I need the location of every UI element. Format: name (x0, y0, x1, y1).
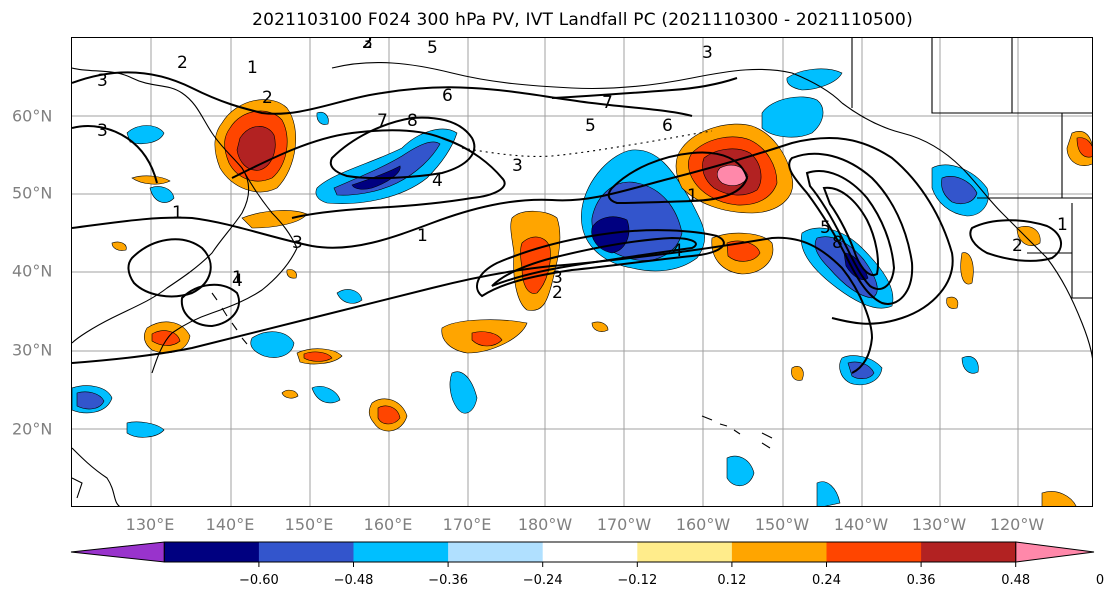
colorbar-cell (164, 542, 260, 562)
colorbar-cell (353, 542, 449, 562)
colorbar-cell (258, 542, 354, 562)
contour-label: 5 (820, 218, 831, 238)
lat-label-30n: 30°N (12, 340, 53, 360)
lon-label-150e: 150°E (284, 515, 334, 534)
colorbar-tick-label: 0.24 (812, 573, 841, 588)
contour-label: 6 (442, 86, 453, 106)
lon-label-120w: 120°W (989, 515, 1045, 534)
contour-label: 1 (247, 58, 258, 78)
contour-label: 4 (672, 241, 683, 261)
colorbar-tick-label: 0.36 (906, 573, 936, 588)
contour-label: 8 (407, 111, 418, 131)
contour-label: 1 (417, 226, 428, 246)
lon-label-170w: 170°W (596, 515, 652, 534)
lat-label-50n: 50°N (12, 183, 53, 203)
colorbar-tick-label: −0.24 (522, 573, 563, 588)
contour-label: 2 (262, 88, 273, 108)
colorbar-tick-label: −0.48 (333, 573, 374, 588)
contour-label: 3 (97, 71, 108, 91)
contour-labels: 3 2 2 3 1 2 3 2 7 6 8 5 5 6 3 4 7 3 1 2 … (97, 38, 1068, 303)
contour-label: 6 (662, 116, 673, 136)
map-title: 2021103100 F024 300 hPa PV, IVT Landfall… (252, 10, 913, 30)
colorbar-tick-label: 0.60 (1095, 573, 1105, 588)
contour-label: 8 (832, 233, 843, 253)
lon-label-130e: 130°E (125, 515, 175, 534)
contour-label: 2 (177, 53, 188, 73)
contour-label: 2 (362, 38, 373, 53)
contour-label: 2 (552, 283, 563, 303)
contour-label: 3 (292, 233, 303, 253)
contour-label: 7 (602, 93, 613, 113)
colorbar-cell (448, 542, 544, 562)
contour-label: 3 (512, 156, 523, 176)
lon-label-140e: 140°E (205, 515, 255, 534)
colorbar-cell (826, 542, 922, 562)
colorbar-tick-label: 0.12 (717, 573, 747, 588)
contour-label: 3 (362, 38, 373, 53)
colorbar-cell (637, 542, 733, 562)
contour-label: 5 (427, 38, 438, 58)
colorbar-extend-max (1015, 541, 1095, 563)
colorbar-tick-label: −0.12 (617, 573, 658, 588)
lon-label-170e: 170°E (442, 515, 492, 534)
contour-label: 2 (1012, 236, 1023, 256)
contour-label: 3 (702, 43, 713, 63)
colorbar-cell (542, 542, 638, 562)
contour-label: 5 (585, 116, 596, 136)
colorbar-cell (731, 542, 827, 562)
lon-label-150w: 150°W (754, 515, 810, 534)
lon-label-160w: 160°W (675, 515, 731, 534)
contour-label: 1 (1057, 215, 1068, 235)
map-panel: 3 2 2 3 1 2 3 2 7 6 8 5 5 6 3 4 7 3 1 2 … (71, 37, 1093, 507)
contour-label: 1 (232, 268, 243, 288)
contour-label: 1 (172, 203, 183, 223)
contour-label: 4 (232, 271, 243, 291)
lon-label-180w: 180°W (517, 515, 573, 534)
contour-label: 4 (432, 171, 443, 191)
contour-label: 1 (687, 186, 698, 206)
contour-label: 3 (552, 268, 563, 288)
lat-label-40n: 40°N (12, 261, 53, 281)
colorbar-cell (921, 542, 1017, 562)
lon-label-130w: 130°W (911, 515, 967, 534)
colorbar-tick-label: −0.60 (238, 573, 279, 588)
pc-shading (72, 68, 1092, 506)
contour-label: 7 (377, 111, 388, 131)
colorbar-outline (163, 541, 1017, 563)
pv-contours (72, 71, 1062, 374)
contour-label: 3 (97, 121, 108, 141)
map-canvas: 3 2 2 3 1 2 3 2 7 6 8 5 5 6 3 4 7 3 1 2 … (72, 38, 1092, 506)
coastlines (72, 38, 1092, 506)
contour-label: 2 (362, 38, 373, 53)
colorbar-extend-min (70, 541, 165, 563)
lon-label-140w: 140°W (833, 515, 889, 534)
graticule (72, 38, 1092, 506)
lat-label-60n: 60°N (12, 106, 53, 126)
colorbar-tick-label: 0.48 (1001, 573, 1031, 588)
lon-label-160e: 160°E (363, 515, 413, 534)
lat-label-20n: 20°N (12, 419, 53, 439)
colorbar-tick-label: −0.36 (428, 573, 469, 588)
